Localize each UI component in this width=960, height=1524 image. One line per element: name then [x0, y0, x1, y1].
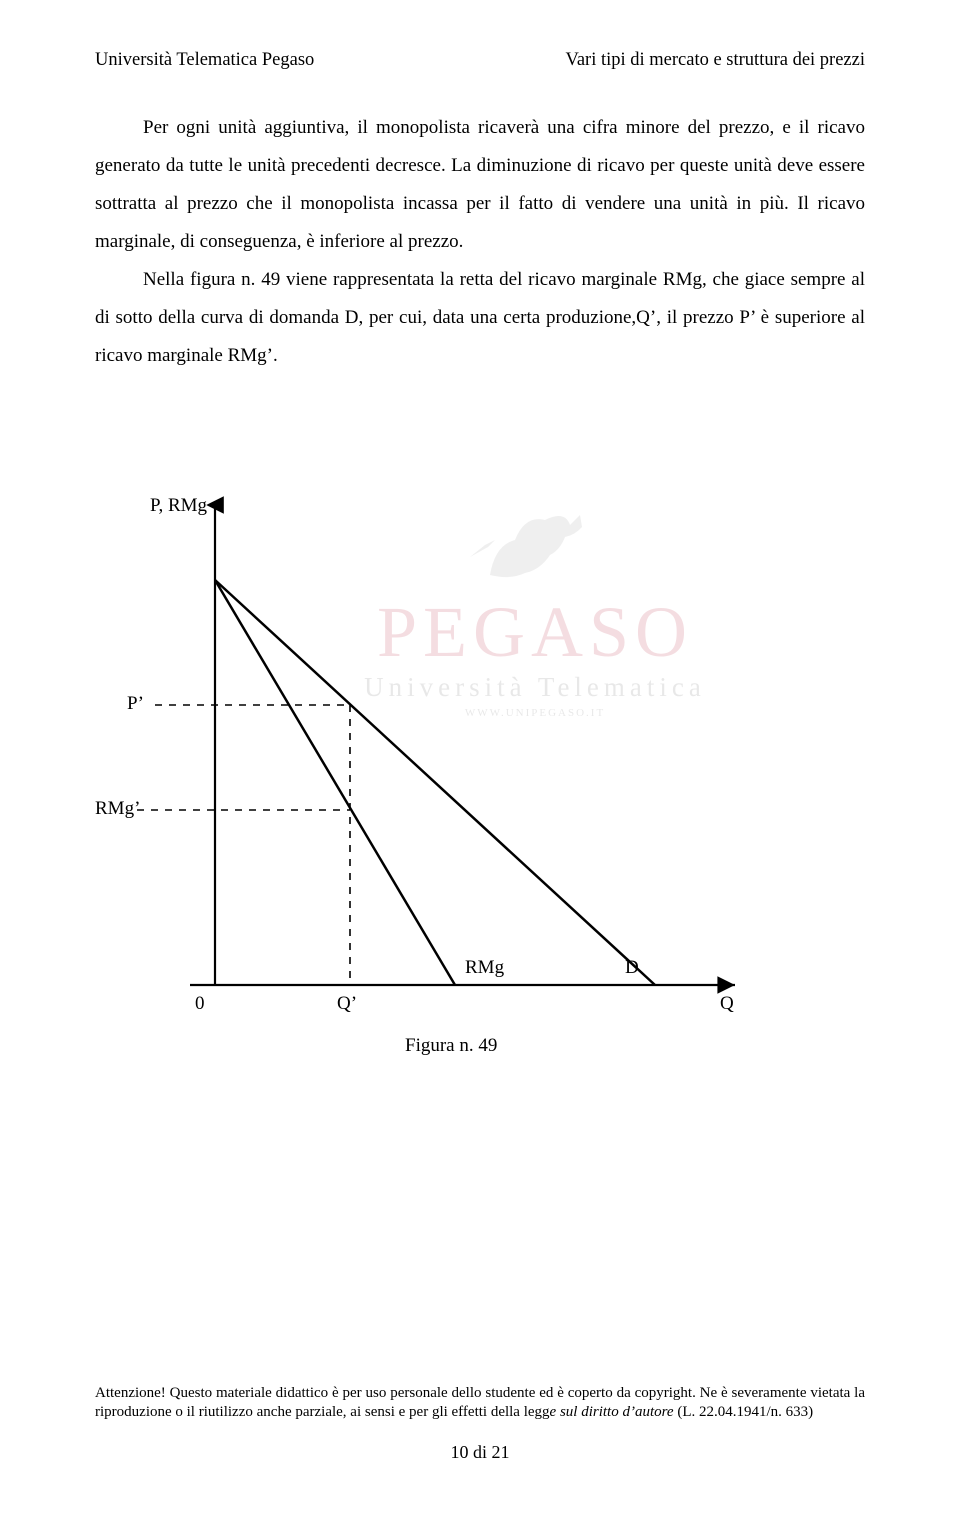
rmg-line	[215, 580, 455, 985]
footer-text-b: (L. 22.04.1941/n. 633)	[674, 1404, 814, 1420]
label-x-axis: Q	[720, 993, 734, 1015]
paragraph-1: Per ogni unità aggiuntiva, il monopolist…	[95, 109, 865, 261]
figure-caption: Figura n. 49	[405, 1035, 497, 1057]
header-left: Università Telematica Pegaso	[95, 50, 314, 71]
page-header: Università Telematica Pegaso Vari tipi d…	[95, 50, 865, 71]
body-text: Per ogni unità aggiuntiva, il monopolist…	[95, 109, 865, 375]
footer-text-italic: e sul diritto d’autore	[550, 1404, 674, 1420]
label-rmgprime: RMg’	[95, 798, 140, 820]
label-origin: 0	[195, 993, 205, 1015]
label-y-axis: P, RMg	[150, 495, 207, 517]
chart-svg	[95, 465, 865, 1075]
header-right: Vari tipi di mercato e struttura dei pre…	[566, 50, 865, 71]
label-qprime: Q’	[337, 993, 357, 1015]
page-footer: Attenzione! Questo materiale didattico è…	[95, 1384, 865, 1464]
paragraph-2: Nella figura n. 49 viene rappresentata l…	[95, 261, 865, 375]
label-d-line: D	[625, 957, 639, 979]
label-pprime: P’	[127, 693, 144, 715]
demand-line	[215, 580, 655, 985]
label-rmg-line: RMg	[465, 957, 504, 979]
figure-49: PEGASO Università Telematica WWW.UNIPEGA…	[95, 465, 865, 1075]
page-number: 10 di 21	[95, 1441, 865, 1464]
